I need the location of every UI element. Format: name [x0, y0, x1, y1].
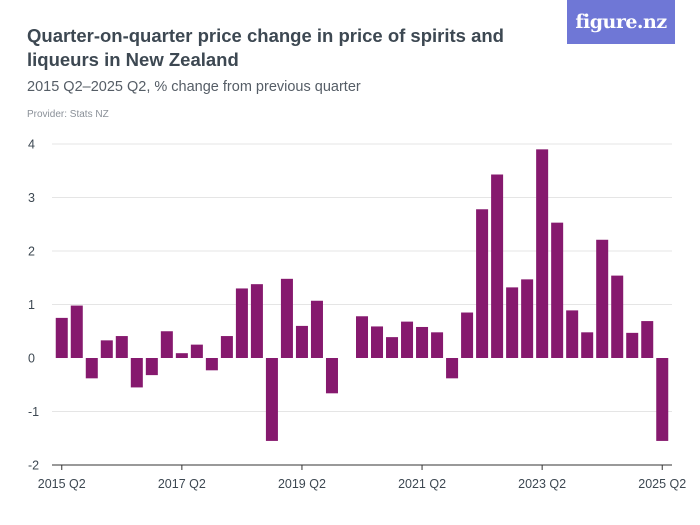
x-tick-label: 2025 Q2 [638, 477, 686, 491]
bar-2024-q3[interactable] [611, 275, 624, 358]
bars [55, 149, 669, 441]
y-tick-label: 3 [28, 191, 35, 205]
bar-2015-q4[interactable] [85, 358, 98, 379]
bar-2019-q3[interactable] [310, 300, 323, 358]
bar-2021-q1[interactable] [401, 321, 414, 358]
data-provider: Provider: Stats NZ [27, 109, 109, 120]
bar-2025-q2[interactable] [656, 358, 669, 441]
y-tick-label: 1 [28, 298, 35, 312]
x-tick-label: 2021 Q2 [398, 477, 446, 491]
x-tick-label: 2019 Q2 [278, 477, 326, 491]
bar-2016-q4[interactable] [145, 358, 158, 376]
bar-2022-q1[interactable] [461, 312, 474, 358]
bar-2018-q1[interactable] [220, 336, 233, 358]
bar-2025-q1[interactable] [641, 321, 654, 358]
bar-2015-q3[interactable] [70, 305, 83, 358]
bar-2022-q4[interactable] [506, 287, 519, 358]
bar-2017-q2[interactable] [175, 353, 188, 358]
bar-2021-q2[interactable] [416, 326, 429, 358]
y-axis-ticks: 4 3 2 1 0 -1 -2 [28, 138, 39, 473]
figure-nz-logo[interactable]: figure.nz [567, 0, 675, 44]
bar-2016-q2[interactable] [115, 336, 128, 358]
bar-2020-q4[interactable] [386, 337, 399, 358]
bar-2019-q1[interactable] [280, 278, 293, 358]
y-tick-label: 2 [28, 245, 35, 259]
bar-2016-q1[interactable] [100, 340, 113, 358]
bar-2019-q2[interactable] [295, 325, 308, 358]
chart-subtitle: 2015 Q2–2025 Q2, % change from previous … [27, 79, 361, 95]
bar-2024-q1[interactable] [581, 332, 594, 358]
x-axis-ticks: 2015 Q2 2017 Q2 2019 Q2 2021 Q2 2023 Q2 2025 … [38, 465, 686, 491]
bar-2023-q3[interactable] [551, 222, 564, 358]
x-tick-label: 2015 Q2 [38, 477, 86, 491]
bar-2017-q1[interactable] [160, 331, 173, 358]
bar-2021-q3[interactable] [431, 332, 444, 358]
x-tick-label: 2017 Q2 [158, 477, 206, 491]
y-tick-label: -2 [28, 459, 39, 473]
bar-2017-q3[interactable] [190, 344, 203, 359]
y-tick-label: 0 [28, 352, 35, 366]
chart-title: Quarter-on-quarter price change in price… [27, 25, 504, 70]
bar-2023-q4[interactable] [566, 310, 579, 358]
x-tick-label: 2023 Q2 [518, 477, 566, 491]
y-tick-label: 4 [28, 138, 35, 152]
bar-2018-q4[interactable] [265, 358, 278, 441]
bar-2024-q2[interactable] [596, 239, 609, 358]
bar-2021-q4[interactable] [446, 358, 459, 379]
bar-2017-q4[interactable] [205, 358, 218, 371]
bar-2018-q3[interactable] [250, 284, 263, 358]
bar-2023-q1[interactable] [521, 279, 534, 358]
bar-2019-q4[interactable] [325, 358, 338, 394]
bar-2016-q3[interactable] [130, 358, 143, 388]
bar-2023-q2[interactable] [536, 149, 549, 358]
bar-2022-q2[interactable] [476, 209, 489, 358]
bar-2022-q3[interactable] [491, 174, 504, 359]
bar-2018-q2[interactable] [235, 288, 248, 358]
gridlines [52, 143, 672, 466]
y-tick-label: -1 [28, 405, 39, 419]
bar-2020-q3[interactable] [371, 326, 384, 358]
bar-2024-q4[interactable] [626, 332, 639, 358]
bar-2020-q2[interactable] [356, 316, 369, 358]
bar-2015-q2[interactable] [55, 317, 68, 359]
